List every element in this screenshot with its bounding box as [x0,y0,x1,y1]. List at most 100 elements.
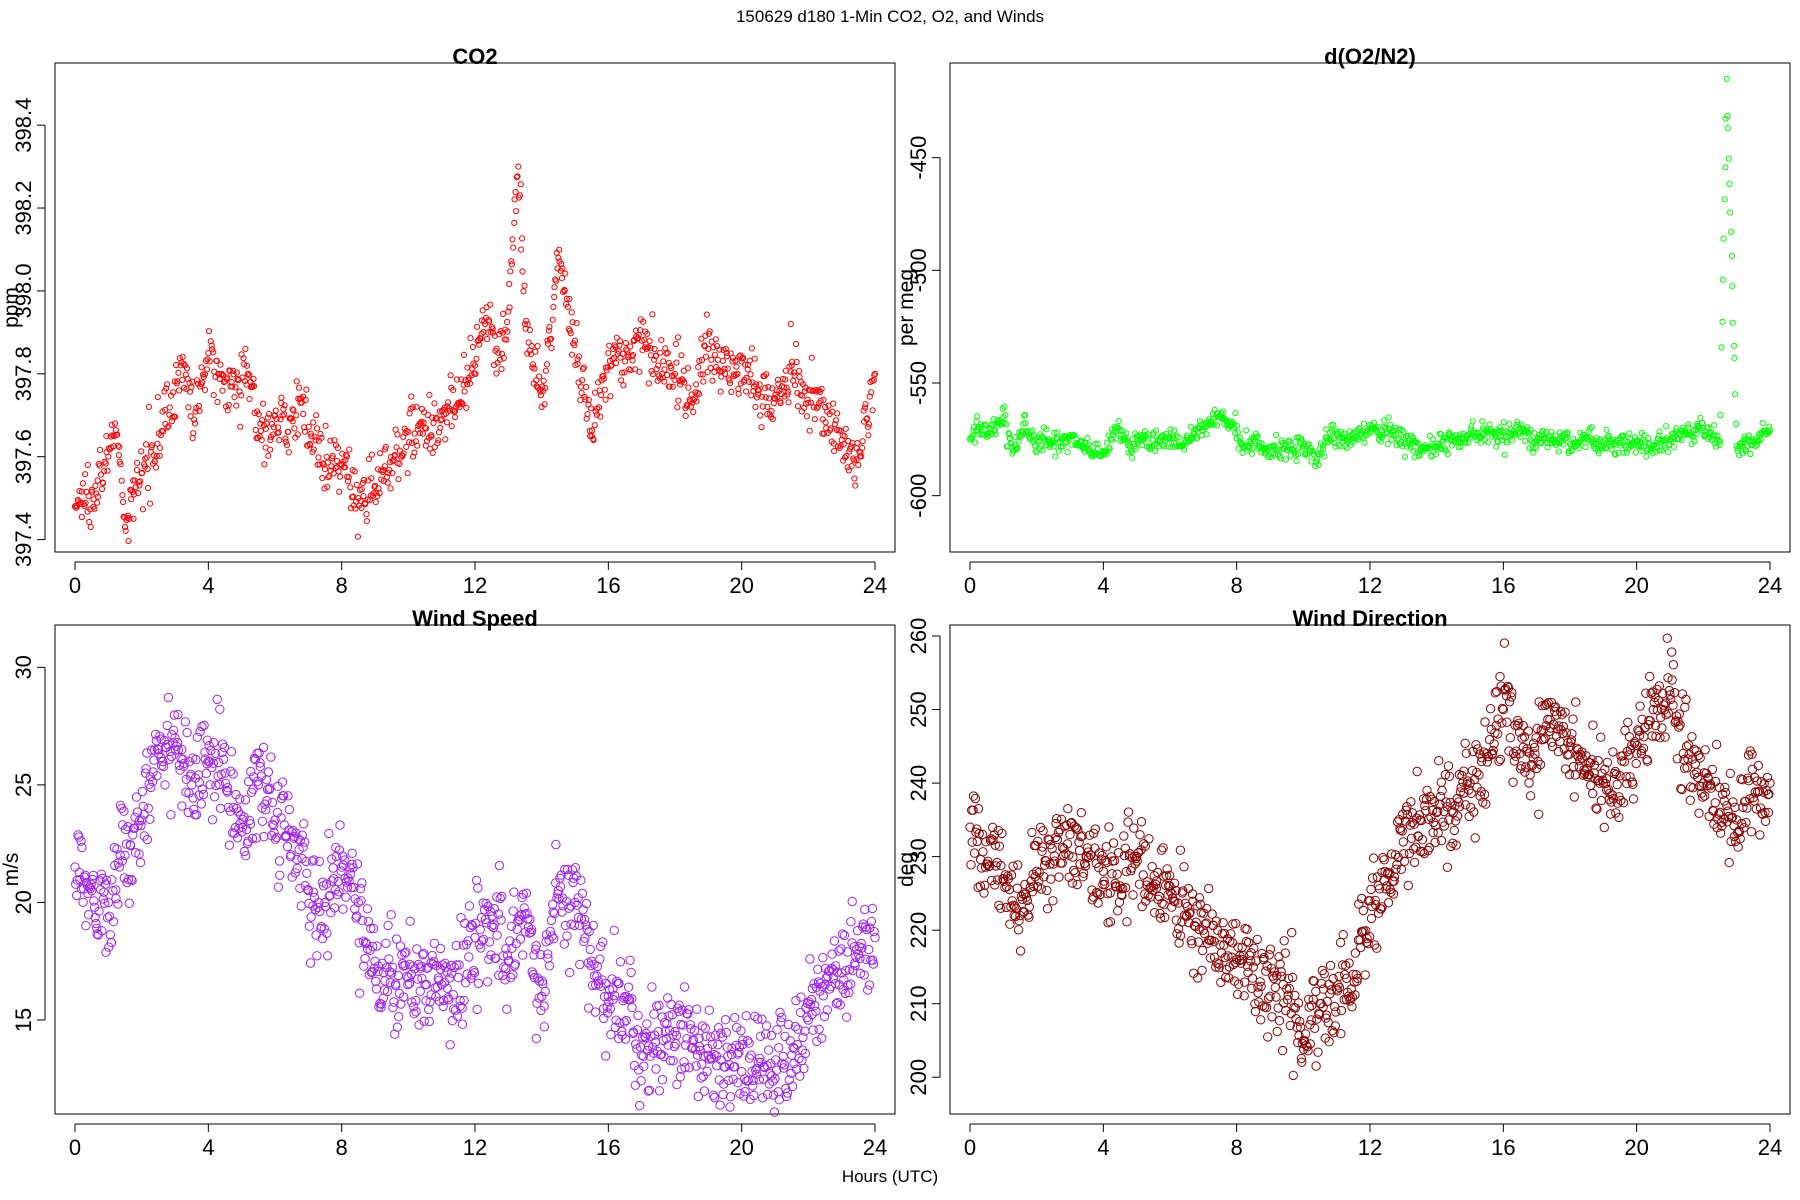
data-point-o2 [1693,430,1700,437]
data-point-o2 [991,426,999,433]
data-point-wind-speed [615,957,626,967]
data-point-co2 [125,537,132,545]
data-point-co2 [543,361,551,368]
data-point-co2 [566,295,573,302]
x-tick-label: 20 [1624,1135,1648,1160]
data-point-wind-speed [403,979,413,990]
data-point-wind-direction [1435,799,1445,809]
data-point-co2 [593,411,601,418]
data-point-o2 [1175,434,1182,441]
data-point-wind-speed [534,976,545,986]
data-point-co2 [371,483,378,490]
data-point-co2 [426,391,433,398]
data-point-wind-speed [859,970,869,980]
data-point-wind-direction [1201,918,1212,928]
data-point-wind-speed [867,903,878,914]
data-point-wind-direction [1109,856,1120,866]
data-point-wind-direction [1111,882,1121,892]
data-point-wind-speed [802,1012,812,1023]
data-point-wind-speed [720,1015,731,1025]
data-point-wind-direction [1144,834,1154,844]
data-point-wind-speed [198,789,209,800]
data-point-o2 [1063,439,1070,446]
data-point-wind-direction [1715,828,1726,838]
data-point-co2 [764,411,771,418]
data-point-wind-direction [1372,943,1382,953]
y-tick-label: 200 [906,1059,931,1096]
data-point-wind-speed [143,803,154,813]
data-point-wind-speed [502,1004,512,1014]
data-point-wind-speed [320,897,330,908]
data-point-co2 [192,408,199,415]
data-point-co2 [721,365,728,372]
data-point-wind-direction [1212,958,1222,968]
data-point-wind-speed [494,860,505,871]
data-point-wind-speed [531,1033,541,1044]
data-point-wind-speed [341,892,351,902]
data-point-wind-direction [1498,704,1509,715]
data-point-wind-speed [806,994,817,1005]
data-point-co2 [179,353,186,360]
data-point-o2 [1073,435,1080,442]
data-point-o2 [1662,444,1669,452]
data-point-wind-direction [1136,817,1147,827]
data-point-wind-speed [657,1012,667,1022]
data-point-wind-direction [1282,995,1293,1005]
data-point-o2 [1500,419,1508,426]
data-point-co2 [831,421,839,428]
data-point-co2 [627,367,634,374]
data-point-wind-direction [1596,795,1607,806]
data-point-wind-direction [1051,832,1061,843]
data-point-wind-direction [1100,879,1110,890]
data-point-wind-speed [171,745,181,755]
data-point-co2 [803,413,811,420]
data-point-wind-speed [687,1042,698,1053]
data-point-wind-direction [1557,710,1567,720]
x-tick-label: 8 [336,1135,348,1160]
data-point-wind-speed [375,998,385,1009]
data-point-wind-direction [1283,973,1294,984]
data-point-wind-direction [1151,883,1162,893]
data-point-wind-speed [255,758,265,768]
data-point-wind-direction [1493,729,1503,739]
data-point-wind-speed [358,936,368,946]
data-point-wind-speed [127,875,137,886]
data-point-wind-speed [619,1017,629,1027]
data-point-o2 [1437,431,1445,438]
data-point-wind-speed [612,976,622,987]
data-point-o2 [1342,433,1349,440]
data-point-wind-speed [569,920,580,931]
data-point-co2 [310,419,317,426]
data-point-co2 [508,258,515,265]
data-point-wind-speed [509,887,519,897]
data-point-wind-direction [1588,720,1598,730]
data-point-wind-speed [197,784,208,794]
data-point-wind-direction [1651,720,1661,731]
data-point-wind-direction [1694,808,1704,818]
data-point-wind-direction [1053,827,1064,838]
panel-co2: 0 4 8 12 16 20 24397.4397.6397.8398.0398.2398.… [0,44,896,598]
data-point-wind-speed [342,882,353,892]
data-point-o2 [1268,453,1275,460]
data-point-o2 [1043,426,1050,433]
data-point-wind-direction [1239,991,1249,1001]
data-point-co2 [644,344,652,351]
data-point-co2 [761,373,768,380]
data-point-wind-direction [1364,932,1375,942]
data-point-wind-speed [530,944,541,954]
data-point-co2 [515,163,522,170]
data-point-o2 [1050,443,1057,450]
data-point-wind-direction [1490,688,1500,698]
data-point-co2 [584,411,591,418]
data-point-wind-speed [506,921,517,931]
data-point-co2 [87,523,94,531]
data-point-co2 [196,408,203,415]
data-point-wind-direction [1104,822,1114,832]
data-point-co2 [409,404,416,411]
data-point-co2 [301,424,308,431]
data-point-o2 [1157,437,1164,444]
data-point-wind-direction [1558,728,1568,739]
data-point-co2 [842,425,849,432]
data-point-wind-direction [1735,834,1745,844]
data-point-co2 [445,399,452,406]
